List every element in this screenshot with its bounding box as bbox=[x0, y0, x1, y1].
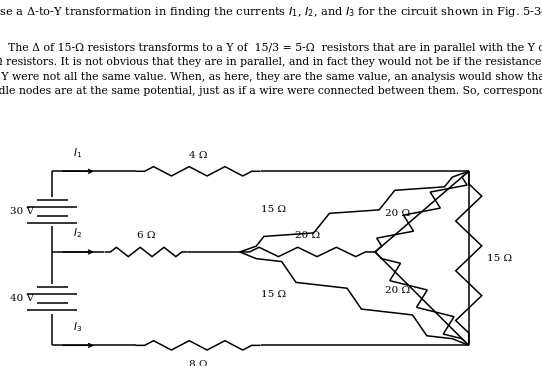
Text: The Δ of 15-Ω resistors transforms to a Y of  15/3 = 5-Ω  resistors that are in : The Δ of 15-Ω resistors transforms to a … bbox=[0, 43, 542, 96]
Text: $I_3$: $I_3$ bbox=[73, 320, 82, 334]
Text: $I_1$: $I_1$ bbox=[73, 146, 82, 160]
Text: $I_2$: $I_2$ bbox=[73, 227, 82, 240]
Text: 20 Ω: 20 Ω bbox=[385, 286, 411, 295]
Text: 15 Ω: 15 Ω bbox=[261, 290, 286, 299]
Text: 4 Ω: 4 Ω bbox=[189, 151, 208, 160]
Text: 15 Ω: 15 Ω bbox=[487, 254, 512, 263]
Text: 15 Ω: 15 Ω bbox=[261, 205, 286, 214]
Text: Use a Δ-to-Y transformation in finding the currents $I_1$, $I_2$, and $I_3$ for : Use a Δ-to-Y transformation in finding t… bbox=[0, 5, 542, 19]
Text: 40 V: 40 V bbox=[10, 294, 34, 303]
Text: 20 Ω: 20 Ω bbox=[385, 209, 411, 218]
Text: 30 V: 30 V bbox=[10, 207, 34, 216]
Text: 20 Ω: 20 Ω bbox=[295, 231, 320, 240]
Text: 8 Ω: 8 Ω bbox=[189, 360, 208, 366]
Text: 6 Ω: 6 Ω bbox=[137, 231, 156, 240]
